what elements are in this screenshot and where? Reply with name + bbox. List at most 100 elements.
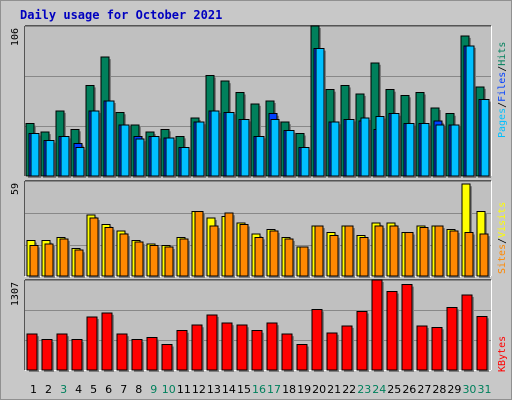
sites-bar — [59, 238, 70, 278]
hits-bar — [105, 100, 116, 178]
day-label: 11 — [177, 383, 191, 396]
sites-bar — [104, 227, 115, 278]
legend-visits: Visits — [497, 202, 508, 238]
sites-bar — [269, 230, 280, 278]
kbytes-bar-body — [371, 279, 383, 371]
hits-bar-body — [270, 118, 280, 177]
sites-bar — [149, 244, 160, 278]
ymax-label: 1307 — [10, 282, 21, 306]
day-label: 21 — [327, 383, 341, 396]
sites-bar-body — [419, 227, 429, 277]
legend-bottom-text: KBytes — [497, 336, 508, 372]
hits-bar — [435, 124, 446, 178]
day-label: 28 — [432, 383, 446, 396]
sites-bar — [224, 212, 235, 278]
kbytes-bar — [326, 332, 339, 372]
sites-bar — [299, 246, 310, 278]
hits-bar-body — [30, 133, 40, 177]
sites-bar-body — [329, 235, 339, 277]
legend-top-text: Pages/Files/Hits — [497, 42, 508, 138]
sites-bar-body — [89, 217, 99, 277]
hits-bar-body — [390, 113, 400, 177]
sites-bar-body — [269, 230, 279, 277]
hits-bar-body — [210, 110, 220, 177]
kbytes-bar-body — [71, 339, 83, 371]
ymax-label: 106 — [10, 28, 21, 46]
sites-bar — [404, 232, 415, 278]
kbytes-bar-body — [431, 326, 443, 371]
kbytes-bar-body — [101, 312, 113, 371]
day-label: 16 — [252, 383, 266, 396]
sites-bar-body — [359, 236, 369, 277]
legend-middle: Sites/Visits — [497, 202, 508, 274]
sites-bar-body — [209, 225, 219, 277]
day-label: 25 — [387, 383, 401, 396]
sites-bar — [119, 233, 130, 278]
sites-bar-body — [254, 236, 264, 277]
legend-files: Files — [497, 72, 508, 102]
hits-bar — [270, 118, 281, 178]
kbytes-bar — [236, 324, 249, 372]
kbytes-bar — [356, 310, 369, 372]
kbytes-bar — [26, 333, 39, 372]
day-label: 5 — [90, 383, 97, 396]
hits-bar-body — [225, 111, 235, 177]
sites-bar — [194, 211, 205, 278]
day-label: 9 — [150, 383, 157, 396]
sites-bar-body — [44, 243, 54, 277]
kbytes-bar — [341, 325, 354, 372]
hits-bar-body — [480, 99, 490, 177]
hits-bar — [450, 124, 461, 178]
ymax-label: 59 — [10, 183, 21, 195]
hits-bar-body — [330, 121, 340, 177]
day-label: 26 — [402, 383, 416, 396]
day-label: 30 — [462, 383, 476, 396]
sites-bar — [29, 244, 40, 278]
hits-bar — [225, 111, 236, 178]
day-label: 6 — [105, 383, 112, 396]
hits-bar-body — [435, 124, 445, 177]
legend-middle-text: Sites/Visits — [497, 202, 508, 274]
kbytes-bar — [251, 330, 264, 372]
hits-bar-body — [420, 123, 430, 177]
sites-bar — [419, 227, 430, 278]
sites-bar — [284, 238, 295, 278]
sites-bar — [479, 233, 490, 278]
hits-bar-body — [120, 124, 130, 177]
day-label: 4 — [75, 383, 82, 396]
hits-bar — [240, 118, 251, 178]
day-label: 23 — [357, 383, 371, 396]
hits-bar-body — [360, 117, 370, 177]
hits-bar-body — [195, 121, 205, 177]
kbytes-bar-body — [476, 315, 488, 371]
kbytes-bar-body — [416, 325, 428, 371]
sites-bar — [44, 243, 55, 278]
kbytes-bar-body — [251, 330, 263, 371]
day-label: 1 — [30, 383, 37, 396]
sites-bar-body — [104, 227, 114, 277]
sites-bar-body — [179, 238, 189, 277]
day-label: 8 — [135, 383, 142, 396]
sites-bar — [449, 230, 460, 278]
sites-bar-body — [149, 244, 159, 277]
kbytes-bar — [296, 344, 309, 372]
hits-bar-body — [45, 140, 55, 177]
day-label: 20 — [312, 383, 326, 396]
kbytes-bar-body — [161, 344, 173, 371]
kbytes-bar — [176, 330, 189, 372]
kbytes-bar — [146, 337, 159, 372]
kbytes-bar — [311, 308, 324, 372]
hits-bar-body — [345, 118, 355, 177]
kbytes-bar-body — [221, 322, 233, 371]
legend-separator: / — [497, 66, 508, 72]
kbytes-bar — [281, 333, 294, 372]
hits-bar-body — [90, 110, 100, 177]
sites-bar-body — [134, 241, 144, 277]
sites-bar-body — [299, 246, 309, 277]
sites-bar-body — [284, 238, 294, 277]
hits-bar — [75, 147, 86, 178]
legend-separator: / — [497, 102, 508, 108]
day-label: 24 — [372, 383, 386, 396]
sites-bar — [89, 217, 100, 278]
hits-bar-body — [255, 135, 265, 177]
